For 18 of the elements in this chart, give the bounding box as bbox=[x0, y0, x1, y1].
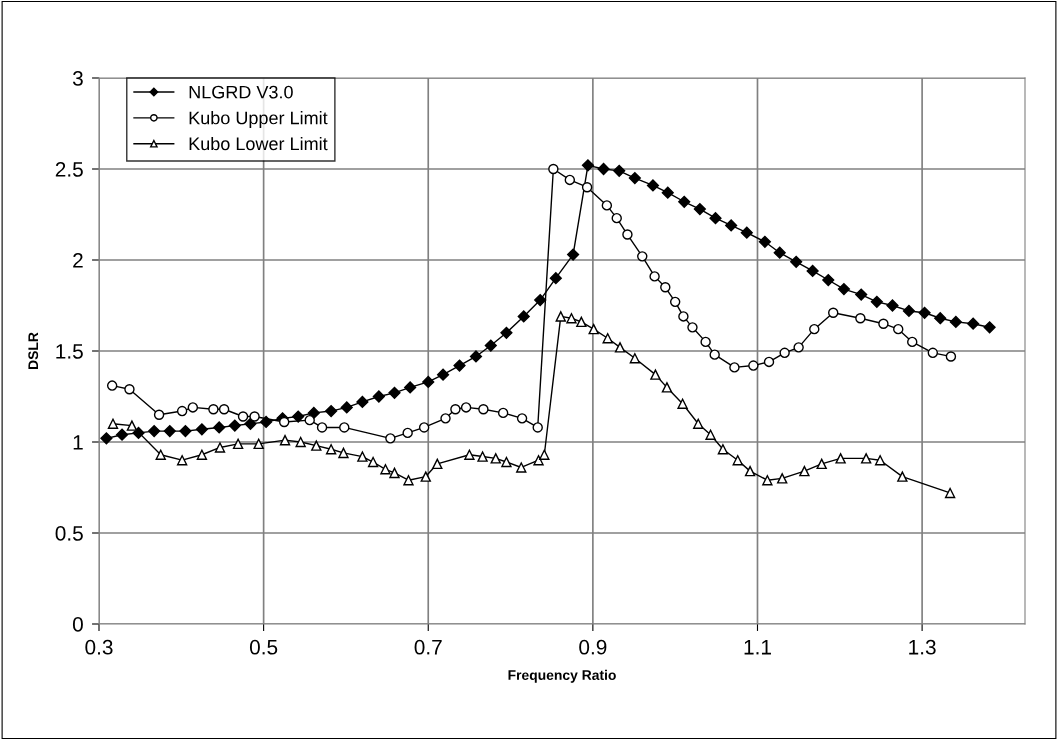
y-tick-label: 0.5 bbox=[55, 526, 83, 541]
y-tick-label: 1.5 bbox=[56, 344, 83, 359]
y-tick-label: 0 bbox=[72, 617, 83, 632]
y-tick-label: 1 bbox=[73, 435, 83, 450]
x-tick-label: 1.3 bbox=[909, 639, 936, 655]
y-axis-title: DSLR bbox=[28, 332, 39, 369]
x-tick-label: 0.7 bbox=[414, 639, 442, 655]
y-tick-label: 3 bbox=[72, 71, 83, 86]
x-tick-label: 0.9 bbox=[579, 639, 607, 655]
legend-label: Kubo Lower Limit bbox=[189, 136, 328, 151]
y-tick-label: 2 bbox=[73, 253, 83, 268]
x-axis-title: Frequency Ratio bbox=[508, 669, 616, 683]
x-tick-label: 1.1 bbox=[744, 640, 771, 655]
legend-label: NLGRD V3.0 bbox=[189, 85, 293, 99]
x-tick-label: 0.3 bbox=[85, 639, 113, 655]
legend-label: Kubo Upper Limit bbox=[189, 111, 328, 128]
x-tick-label: 0.5 bbox=[249, 639, 278, 655]
y-tick-label: 2.5 bbox=[55, 162, 83, 177]
